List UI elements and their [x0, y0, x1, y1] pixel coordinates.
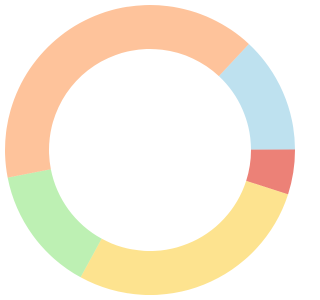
chart	[5, 5, 295, 295]
donut-segment	[5, 5, 249, 178]
donut-segment	[80, 180, 289, 295]
donut-segment	[246, 149, 295, 195]
donut-segment	[7, 169, 102, 278]
donut-segment	[218, 43, 295, 150]
